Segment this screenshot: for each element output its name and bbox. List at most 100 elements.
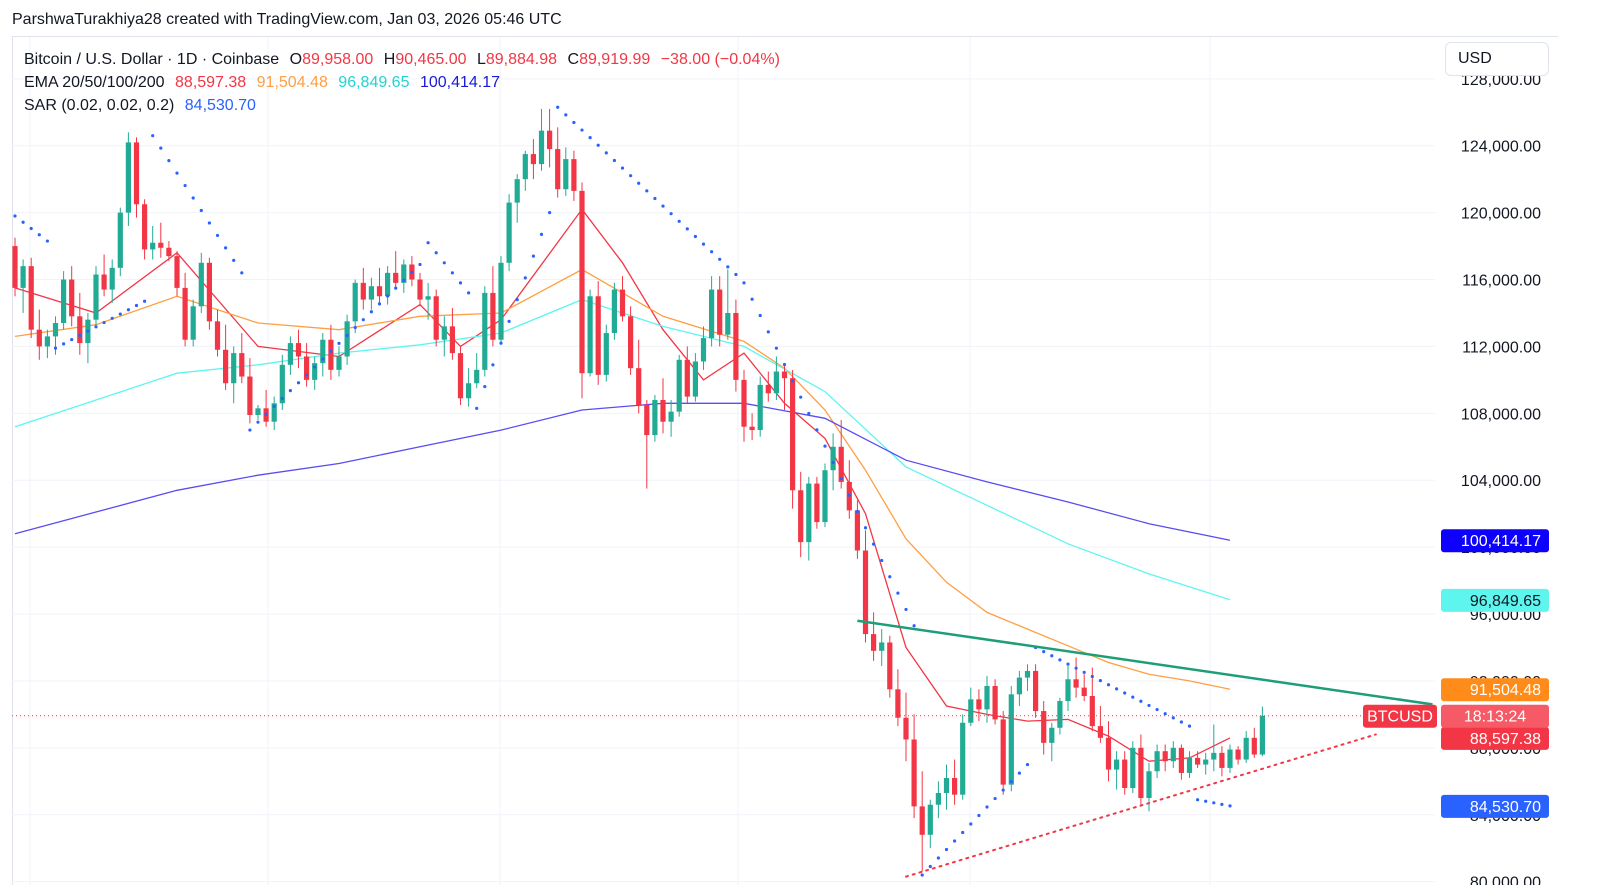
sar-dot — [1098, 678, 1102, 683]
candle-body — [862, 550, 869, 635]
ema-label[interactable]: EMA 20/50/100/200 — [24, 74, 165, 91]
candle — [182, 272, 188, 347]
candle — [214, 309, 221, 357]
candle-body — [895, 689, 901, 718]
sar-dot — [467, 291, 471, 295]
candle-body — [1178, 747, 1184, 773]
candle-body — [879, 642, 885, 651]
candle — [376, 267, 383, 305]
sar-dot — [807, 411, 811, 416]
candle-body — [190, 306, 196, 340]
candle — [231, 346, 237, 404]
candle-body — [20, 266, 26, 288]
candle — [69, 266, 75, 327]
ema200-value: 100,414.17 — [419, 74, 501, 91]
candle — [636, 339, 642, 414]
sar-dot — [993, 796, 997, 801]
candle — [1008, 685, 1014, 792]
currency-button[interactable]: USD — [1445, 42, 1549, 76]
sar-dot — [1042, 650, 1046, 654]
candle — [344, 314, 350, 365]
sar-dot — [151, 134, 155, 138]
candle-body — [1146, 771, 1152, 799]
sar-dot — [215, 233, 220, 238]
sar-dot — [961, 830, 965, 835]
candle — [717, 276, 723, 347]
sar-dot — [661, 204, 665, 208]
candle-body — [903, 717, 909, 740]
candle — [587, 289, 593, 377]
candle-body — [628, 316, 634, 369]
sar-dot — [29, 226, 33, 231]
candle-body — [709, 289, 715, 339]
candle — [109, 259, 115, 303]
sar-dot — [515, 297, 519, 302]
sar-dot — [572, 120, 576, 125]
countdown-tag-text: 18:13:24 — [1464, 709, 1526, 726]
candle — [854, 500, 860, 559]
ema100-tag-bg — [1441, 588, 1549, 612]
candle — [895, 669, 901, 727]
candle — [984, 675, 990, 723]
candle — [903, 692, 909, 762]
sar-dot — [726, 265, 730, 269]
candle — [506, 194, 512, 272]
candle-body — [619, 289, 626, 317]
trendline-upper — [857, 619, 1433, 706]
sar-dot — [637, 181, 641, 185]
ema100-value: 96,849.65 — [338, 74, 410, 91]
sar-dot — [361, 318, 365, 322]
sar-dot — [847, 493, 851, 497]
candle — [12, 237, 18, 297]
sar-dot — [167, 159, 171, 163]
candle-body — [603, 333, 609, 375]
sar-dot — [321, 357, 325, 361]
sar-dot — [442, 261, 446, 265]
candle-body — [700, 338, 707, 362]
sar-dot — [685, 227, 689, 231]
sar-dot — [207, 221, 211, 225]
candle-body — [935, 793, 941, 805]
candle-body — [822, 470, 828, 523]
candle-body — [1000, 719, 1006, 785]
candle-body — [806, 483, 812, 543]
candle-body — [1016, 677, 1022, 695]
sar-dot — [264, 412, 268, 416]
sar-dot — [62, 342, 66, 346]
candle-body — [530, 154, 536, 165]
candle — [125, 132, 131, 227]
sar-dot — [499, 341, 503, 345]
sar-dot — [191, 196, 195, 200]
y-tick-label: 120,000.00 — [1461, 206, 1541, 223]
candle-body — [943, 777, 950, 794]
candle-body — [482, 292, 488, 370]
candle-body — [984, 685, 990, 710]
sar-label[interactable]: SAR (0.02, 0.02, 0.2) — [24, 97, 175, 114]
ema200-tag-text: 100,414.17 — [1461, 533, 1541, 550]
sar-dot — [37, 233, 41, 237]
candle-body — [1033, 670, 1039, 712]
candle-body — [1211, 752, 1217, 760]
symbol-title[interactable]: Bitcoin / U.S. Dollar · 1D · Coinbase — [24, 51, 280, 68]
sar-dot — [815, 428, 819, 432]
sar-dot — [1017, 771, 1022, 775]
candle — [117, 207, 123, 277]
candle-body — [376, 286, 383, 297]
candle-body — [101, 274, 107, 290]
candle — [1195, 751, 1201, 768]
sar-dot — [345, 333, 349, 338]
candle-body — [668, 411, 674, 422]
candle-body — [636, 368, 642, 405]
candle-body — [295, 343, 302, 357]
candle — [425, 282, 431, 320]
candle — [563, 147, 569, 196]
candle — [1024, 664, 1031, 691]
candle — [806, 476, 812, 561]
sar-dot — [458, 281, 463, 285]
ohlc-close: 89,919.99 — [579, 51, 651, 68]
candle-body — [1251, 737, 1257, 755]
candle — [919, 771, 925, 872]
candle — [433, 289, 439, 347]
candle — [547, 108, 553, 168]
